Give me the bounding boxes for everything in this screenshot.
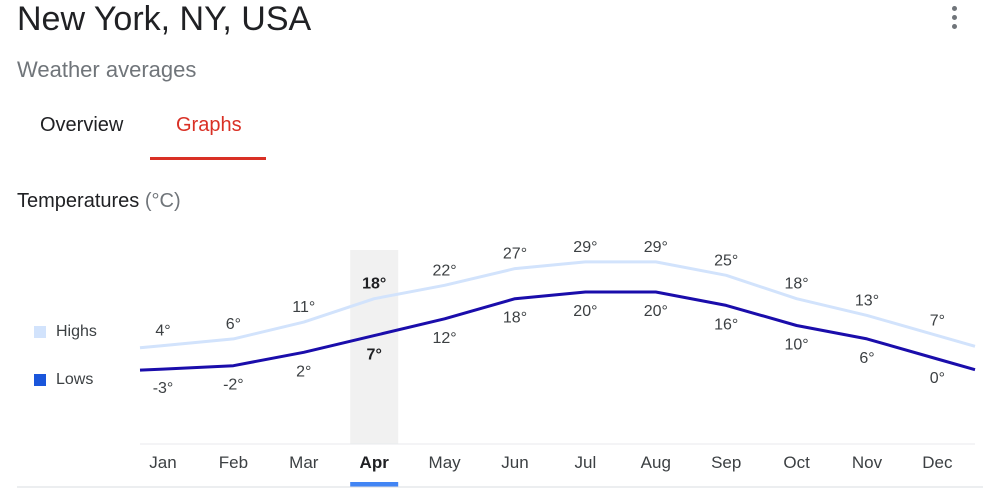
tick-label-month: Nov [852, 453, 883, 472]
active-tab-indicator [150, 157, 266, 160]
tab-overview[interactable]: Overview [40, 114, 124, 136]
data-label-highs: 29° [644, 239, 668, 256]
data-label-highs: 18° [784, 276, 808, 293]
menu-dot [951, 14, 957, 20]
series-line-lows [139, 290, 976, 372]
data-label-highs: 18° [362, 276, 386, 293]
tick-label-month: Jan [149, 453, 176, 472]
legend-label-highs: Highs [56, 323, 97, 340]
data-label-lows: 6° [859, 350, 874, 367]
tick-label-month: May [429, 453, 462, 472]
series-line-highs [139, 260, 976, 350]
data-label-lows: -3° [153, 380, 174, 397]
more-vert-icon[interactable] [940, 0, 968, 34]
tick-label-month: Sep [711, 453, 741, 472]
data-label-lows: 16° [714, 316, 738, 333]
data-label-lows: 10° [784, 337, 808, 354]
menu-dot [951, 23, 957, 29]
data-label-highs: 25° [714, 252, 738, 269]
data-label-highs: 22° [432, 262, 456, 279]
legend-lows: Lows [34, 371, 93, 389]
data-label-highs: 27° [503, 246, 527, 263]
page-subtitle: Weather averages [17, 57, 197, 82]
data-label-lows: 12° [432, 330, 456, 347]
tick-label-month: Jul [575, 453, 597, 472]
data-label-lows: 2° [296, 363, 311, 380]
location-title: New York, NY, USA [17, 0, 312, 38]
data-label-lows: 7° [367, 347, 382, 364]
temperature-unit: (°C) [144, 190, 181, 212]
data-label-lows: -2° [223, 377, 244, 394]
selected-month-band [350, 250, 399, 444]
temperatures-label: Temperatures [17, 190, 140, 212]
tick-label-month: Apr [360, 453, 390, 472]
menu-dot [951, 5, 957, 11]
temperatures-heading: Temperatures (°C) [17, 190, 181, 213]
legend-swatch-highs [34, 326, 46, 338]
data-label-highs: 7° [930, 313, 945, 330]
tick-label-month: Oct [783, 453, 810, 472]
data-label-highs: 11° [292, 299, 315, 316]
data-label-highs: 29° [573, 239, 597, 256]
tick-label-month: Aug [641, 453, 671, 472]
tick-label-month: Jun [501, 453, 528, 472]
data-label-highs: 13° [855, 292, 879, 309]
tab-graphs[interactable]: Graphs [176, 114, 242, 136]
legend-label-lows: Lows [56, 371, 94, 388]
data-label-lows: 20° [644, 303, 668, 320]
tick-label-month: Mar [289, 453, 319, 472]
data-label-highs: 4° [155, 323, 170, 340]
data-label-lows: 20° [573, 303, 597, 320]
data-label-lows: 18° [503, 310, 527, 327]
selected-month-indicator [350, 482, 399, 487]
tick-label-month: Feb [219, 453, 248, 472]
tick-label-month: Dec [922, 453, 953, 472]
data-label-highs: 6° [226, 316, 241, 333]
data-label-lows: 0° [930, 370, 945, 387]
legend-swatch-lows [34, 374, 46, 386]
legend-highs: Highs [34, 323, 97, 341]
